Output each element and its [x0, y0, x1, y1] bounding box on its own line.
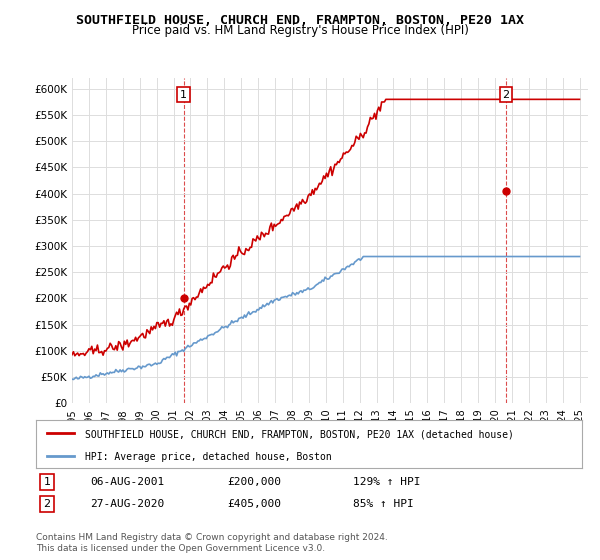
Text: 1: 1 — [43, 477, 50, 487]
Text: £200,000: £200,000 — [227, 477, 281, 487]
Text: Contains HM Land Registry data © Crown copyright and database right 2024.: Contains HM Land Registry data © Crown c… — [36, 533, 388, 542]
Text: This data is licensed under the Open Government Licence v3.0.: This data is licensed under the Open Gov… — [36, 544, 325, 553]
Text: HPI: Average price, detached house, Boston: HPI: Average price, detached house, Bost… — [85, 452, 332, 461]
Text: SOUTHFIELD HOUSE, CHURCH END, FRAMPTON, BOSTON, PE20 1AX: SOUTHFIELD HOUSE, CHURCH END, FRAMPTON, … — [76, 14, 524, 27]
Text: 06-AUG-2001: 06-AUG-2001 — [91, 477, 165, 487]
Text: SOUTHFIELD HOUSE, CHURCH END, FRAMPTON, BOSTON, PE20 1AX (detached house): SOUTHFIELD HOUSE, CHURCH END, FRAMPTON, … — [85, 430, 514, 439]
Text: 129% ↑ HPI: 129% ↑ HPI — [353, 477, 420, 487]
Text: 1: 1 — [180, 90, 187, 100]
Text: 85% ↑ HPI: 85% ↑ HPI — [353, 499, 413, 509]
Text: £405,000: £405,000 — [227, 499, 281, 509]
Text: 2: 2 — [43, 499, 50, 509]
Text: 2: 2 — [502, 90, 509, 100]
Text: 27-AUG-2020: 27-AUG-2020 — [91, 499, 165, 509]
Text: Price paid vs. HM Land Registry's House Price Index (HPI): Price paid vs. HM Land Registry's House … — [131, 24, 469, 36]
